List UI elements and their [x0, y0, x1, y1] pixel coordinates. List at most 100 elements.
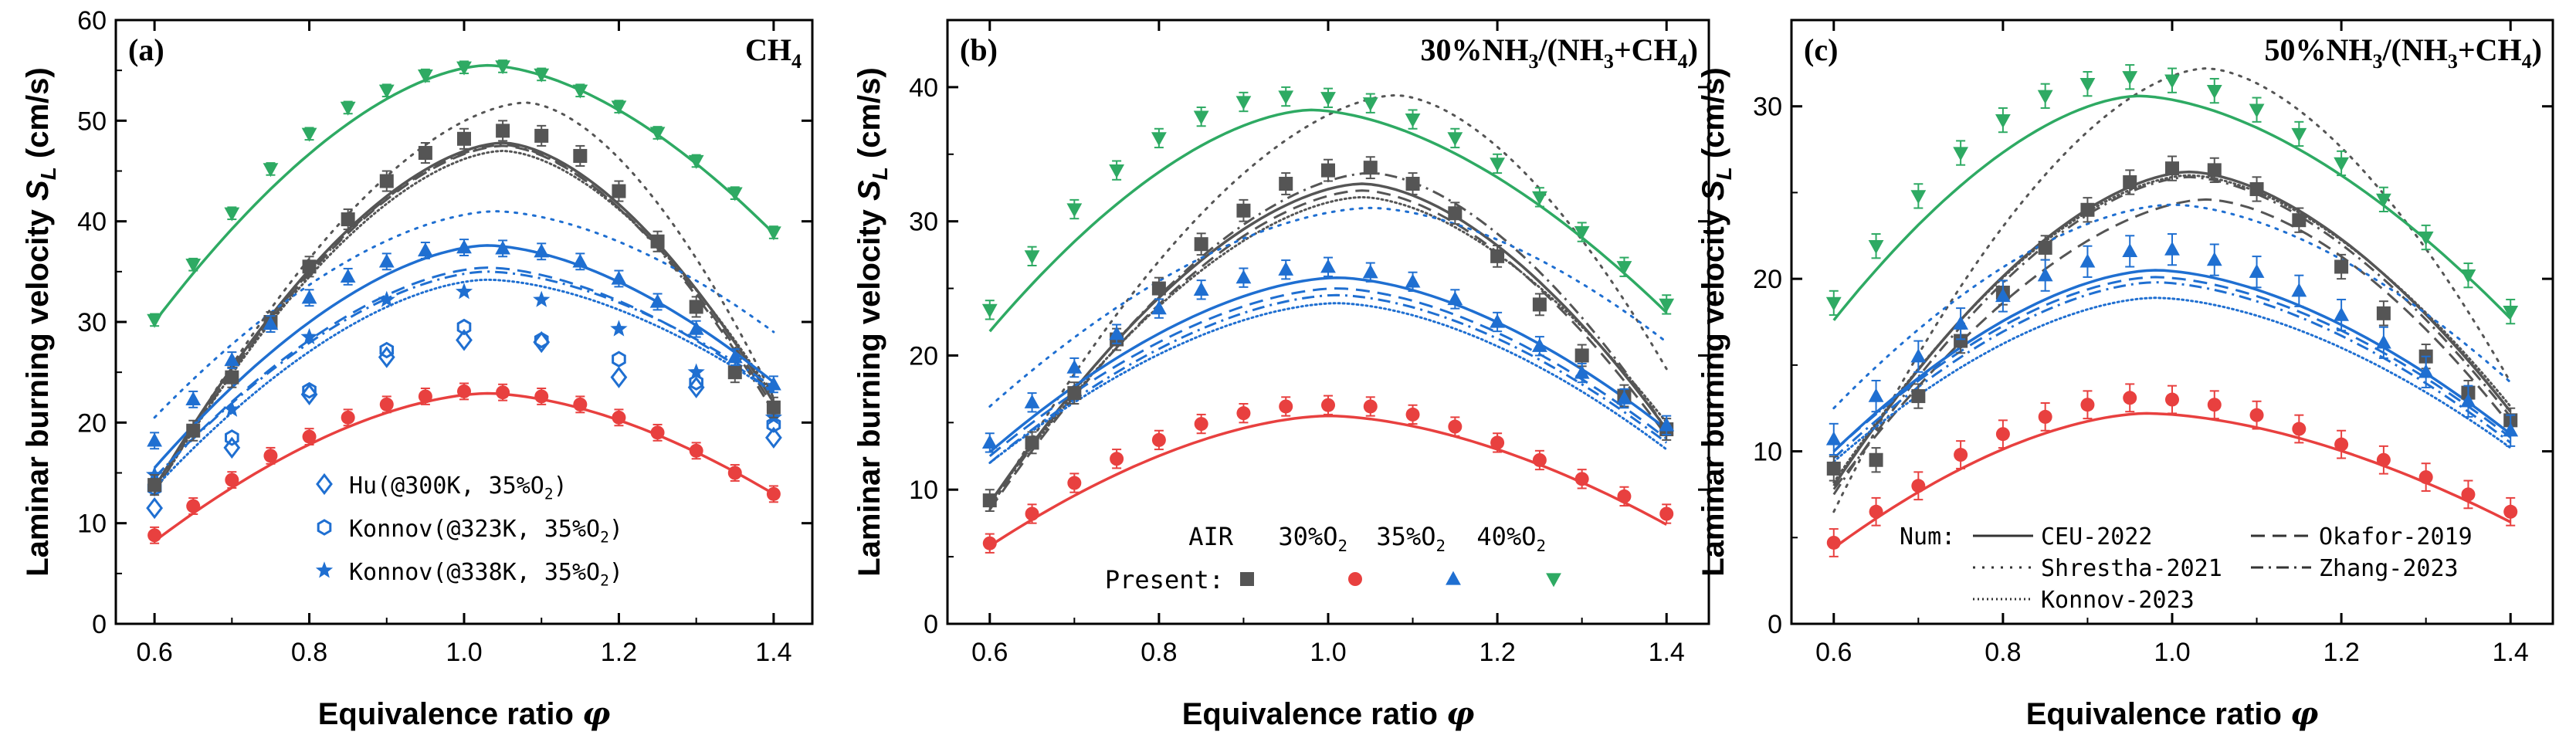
data-point	[982, 493, 997, 508]
ref-point	[534, 331, 549, 349]
subscript: 3	[2448, 50, 2458, 73]
x-tick-label: 0.8	[291, 638, 327, 667]
data-point	[1574, 225, 1590, 240]
ref-point	[223, 436, 241, 459]
x-axis-symbol: φ	[1446, 696, 1474, 732]
data-point	[1194, 237, 1208, 252]
legend-ref-marker	[316, 472, 333, 496]
data-point	[1236, 203, 1251, 218]
data-point	[1574, 348, 1589, 363]
data-point	[766, 400, 781, 415]
data-point	[2376, 306, 2391, 320]
y-tick-label: 0	[924, 610, 938, 639]
data-point	[2123, 391, 2137, 405]
data-point	[185, 259, 202, 273]
data-point	[2123, 175, 2137, 190]
model-curve	[1832, 170, 2512, 487]
text-part: 30%O	[1278, 522, 1337, 551]
y-tick-label: 30	[1753, 93, 1782, 122]
y-tick-label: 50	[77, 107, 107, 136]
data-point	[302, 429, 317, 444]
data-point	[1109, 326, 1125, 340]
data-point	[2037, 267, 2053, 282]
data-point	[1024, 394, 1040, 408]
data-point	[379, 397, 394, 412]
y-axis-symbol: S	[1696, 180, 1730, 201]
data-point	[2038, 409, 2052, 424]
y-axis-title-text: Laminar burning velocity	[852, 201, 886, 577]
ref-point	[610, 320, 628, 337]
y-tick-label: 20	[1753, 265, 1782, 294]
ref-point	[379, 341, 395, 359]
data-point	[534, 128, 549, 143]
legend-col-title: 35%O2	[1376, 522, 1446, 555]
data-point	[147, 313, 163, 328]
data-point	[2079, 253, 2096, 268]
panel-label: (b)	[960, 32, 998, 67]
data-point	[1320, 92, 1336, 107]
subscript: 2	[600, 572, 609, 590]
data-point	[2503, 504, 2518, 519]
data-point	[418, 146, 432, 161]
ref-point	[687, 363, 705, 380]
x-tick-label: 1.2	[601, 638, 637, 667]
y-axis-title: Laminar burning velocity SL (cm/s)	[1696, 67, 1736, 577]
data-point	[1448, 206, 1463, 221]
data-point	[340, 101, 356, 116]
text-part: /(NH	[1537, 32, 1603, 67]
y-axis-title: Laminar burning velocity SL (cm/s)	[852, 67, 892, 577]
data-point	[496, 124, 510, 138]
model-curve	[988, 293, 1668, 464]
data-point	[1279, 177, 1293, 191]
data-point	[1490, 249, 1505, 263]
data-point	[147, 432, 163, 447]
ref-point	[300, 383, 318, 406]
data-point	[2249, 263, 2265, 278]
data-point	[2122, 71, 2138, 86]
data-point	[1869, 452, 1883, 467]
data-point	[2165, 161, 2179, 176]
x-axis-title: Equivalence ratio φ	[1182, 696, 1475, 732]
text-part: /(NH	[2381, 32, 2447, 67]
data-point	[379, 174, 394, 188]
panel-b: 0.6 0.8 1.0 1.2 1.4 0 10 20 30 40 Equivalence rati…	[852, 19, 1710, 732]
ref-point	[223, 400, 241, 417]
y-axis-unit: (cm/s)	[1696, 67, 1730, 167]
data-point	[301, 127, 317, 142]
data-point	[1447, 291, 1463, 306]
y-tick-label: 10	[909, 476, 938, 505]
text-part: Konnov(@323K, 35%O	[349, 516, 600, 543]
data-point	[1405, 407, 1420, 422]
legend-ref-marker	[315, 561, 334, 578]
subscript: 4	[791, 50, 802, 73]
data-point	[2375, 334, 2391, 349]
data-point	[1151, 132, 1167, 147]
data-point	[727, 466, 742, 480]
ref-point	[456, 318, 472, 336]
data-point	[650, 425, 665, 440]
legend-model-label: Konnov-2023	[2041, 587, 2195, 614]
data-point	[417, 242, 433, 257]
data-point	[1363, 161, 1378, 175]
data-point	[572, 253, 588, 268]
data-point	[2038, 240, 2052, 255]
data-point	[2334, 307, 2350, 321]
data-point	[1953, 147, 1969, 161]
data-point	[1995, 288, 2011, 303]
x-axis-title: Equivalence ratio φ	[2026, 696, 2319, 732]
model-curve	[988, 206, 1668, 408]
data-point	[2206, 84, 2222, 99]
ref-point	[302, 381, 317, 399]
data-point	[456, 61, 472, 76]
text-part: 50%NH	[2264, 32, 2372, 67]
data-point	[611, 100, 627, 115]
data-point	[727, 349, 743, 364]
data-point	[1066, 203, 1083, 218]
ref-point	[300, 327, 318, 345]
data-point	[649, 127, 666, 141]
subscript: 2	[1536, 537, 1546, 555]
data-point	[688, 320, 704, 335]
data-point	[2207, 398, 2222, 412]
data-point	[2375, 193, 2391, 208]
